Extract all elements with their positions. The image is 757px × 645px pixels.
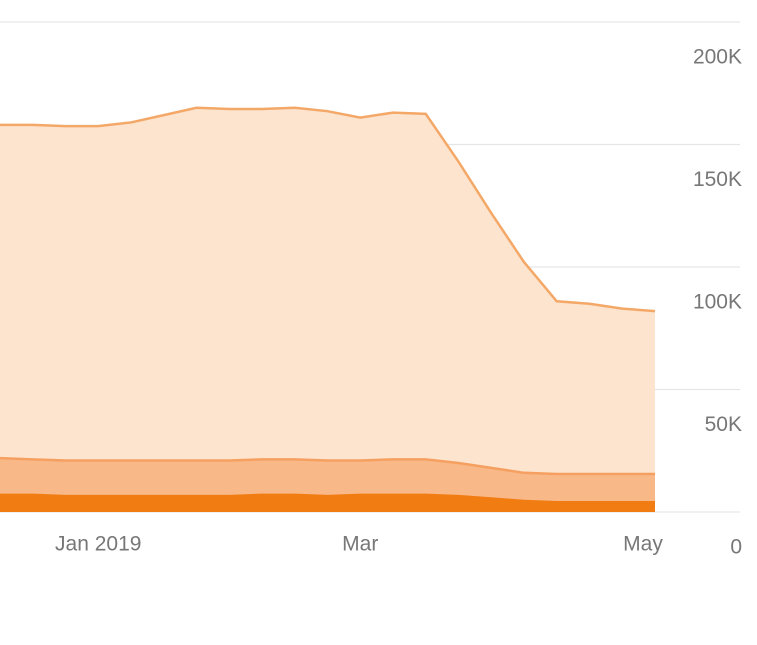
y-tick-label: 50K	[705, 413, 742, 436]
area-line	[0, 493, 655, 504]
x-tick-label: May	[623, 533, 663, 556]
y-tick-label: 0	[730, 536, 742, 559]
y-tick-label: 100K	[693, 291, 742, 314]
x-tick-label: Mar	[342, 533, 378, 556]
area-line	[0, 106, 656, 313]
y-tick-label: 150K	[693, 168, 742, 191]
area-fill	[0, 107, 655, 475]
area-line	[0, 456, 655, 476]
x-tick-label: Jan 2019	[55, 533, 141, 556]
y-tick-label: 200K	[693, 46, 742, 69]
